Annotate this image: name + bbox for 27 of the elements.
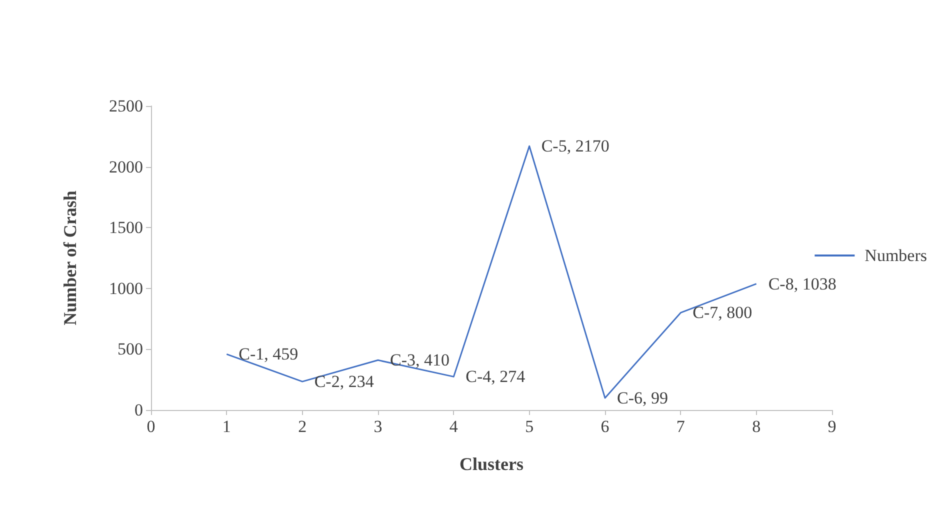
- x-tick-label: 3: [374, 417, 382, 436]
- y-tick-label: 0: [134, 400, 143, 420]
- data-label: C-6, 99: [617, 388, 668, 408]
- data-label: C-7, 800: [692, 303, 752, 322]
- data-label: C-2, 234: [314, 372, 374, 392]
- y-tick-label: 500: [118, 340, 143, 359]
- y-tick-label: 1000: [109, 278, 143, 298]
- data-label: C-1, 459: [238, 344, 298, 364]
- x-tick-label: 9: [828, 417, 836, 436]
- data-label: C-4, 274: [466, 367, 526, 386]
- x-tick-label: 6: [600, 417, 610, 436]
- y-tick-label: 1500: [109, 218, 143, 238]
- x-tick-label: 1: [222, 417, 231, 436]
- y-tick-label: 2000: [109, 157, 143, 176]
- y-tick-label: 2500: [109, 96, 143, 116]
- x-tick-label: 2: [298, 417, 307, 436]
- y-axis-title: Number of Crash: [60, 190, 80, 326]
- data-label: C-3, 410: [390, 350, 450, 370]
- x-tick-label: 5: [525, 417, 534, 436]
- x-axis-title: Clusters: [460, 454, 524, 474]
- x-tick-label: 4: [449, 417, 458, 436]
- legend-label: Numbers: [864, 246, 928, 265]
- x-tick-label: 7: [676, 417, 686, 436]
- data-label: C-8, 1038: [768, 274, 836, 294]
- data-label: C-5, 2170: [541, 136, 610, 156]
- x-tick-label: 8: [752, 417, 761, 436]
- x-tick-label: 0: [146, 417, 156, 436]
